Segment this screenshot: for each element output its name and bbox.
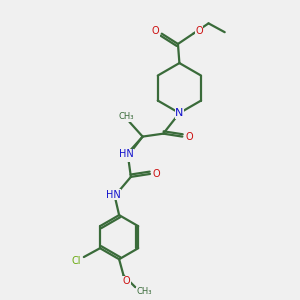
Text: CH₃: CH₃ [119,112,134,121]
Text: CH₃: CH₃ [119,152,134,161]
Text: O: O [152,26,159,36]
Text: HN: HN [106,190,121,200]
Text: Cl: Cl [72,256,81,266]
Text: O: O [123,276,130,286]
Text: HN: HN [119,149,134,159]
Text: O: O [153,169,160,179]
Text: N: N [175,108,184,118]
Text: O: O [195,26,203,36]
Text: CH₃: CH₃ [136,287,152,296]
Text: O: O [185,132,193,142]
